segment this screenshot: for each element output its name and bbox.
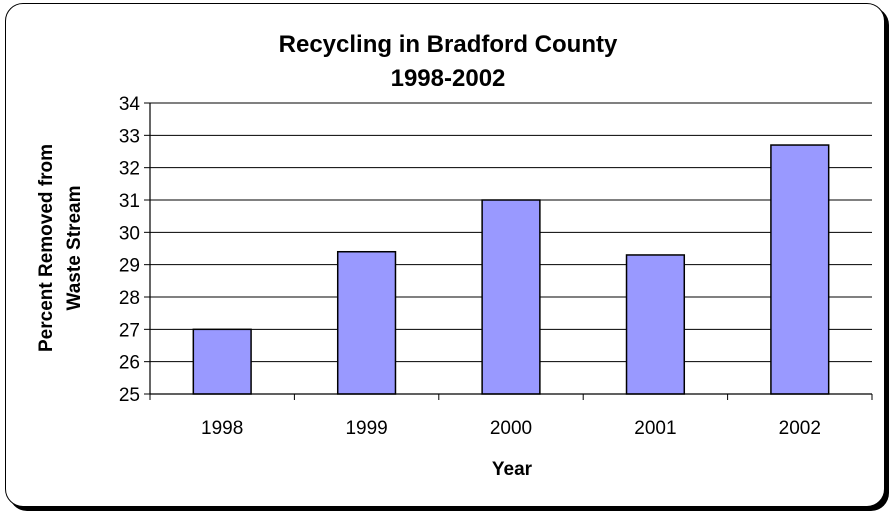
bar-2002: [770, 144, 830, 395]
x-tick-label: 2000: [490, 418, 532, 439]
y-tick-label: 27: [119, 320, 140, 341]
x-axis-label: Year: [492, 459, 533, 480]
x-tick-label: 2002: [779, 418, 821, 439]
bar-2000: [481, 199, 541, 395]
y-tick-label: 26: [119, 353, 140, 374]
chart-title: Recycling in Bradford County: [279, 31, 618, 58]
x-tick-label: 1999: [345, 418, 387, 439]
chart-subtitle: 1998-2002: [391, 65, 506, 92]
y-tick-label: 31: [119, 191, 140, 212]
y-tick-label: 32: [119, 159, 140, 180]
y-tick-label: 33: [119, 126, 140, 147]
y-tick-label: 29: [119, 256, 140, 277]
y-axis-label-line-2: Waste Stream: [64, 186, 85, 311]
axes: [149, 103, 872, 395]
y-tick-label: 34: [119, 94, 141, 115]
y-tick-labels: 25 26 27 28 29 30 31 32 33 34: [119, 94, 141, 406]
y-axis-label-line-1: Percent Removed from: [36, 144, 57, 352]
x-tick-labels: 1998 1999 2000 2001 2002: [149, 394, 873, 439]
y-tick-label: 28: [119, 288, 140, 309]
y-axis-label: Percent Removed from Waste Stream: [36, 144, 85, 352]
chart-frame: [5, 3, 885, 507]
y-tick-label: 25: [119, 385, 140, 406]
x-tick-label: 2001: [634, 418, 676, 439]
bar-2001: [625, 254, 686, 395]
y-tick-label: 30: [119, 223, 140, 244]
bars: [192, 144, 830, 395]
x-tick-label: 1998: [201, 418, 243, 439]
bar-1998: [192, 328, 252, 395]
bar-1999: [336, 250, 397, 395]
